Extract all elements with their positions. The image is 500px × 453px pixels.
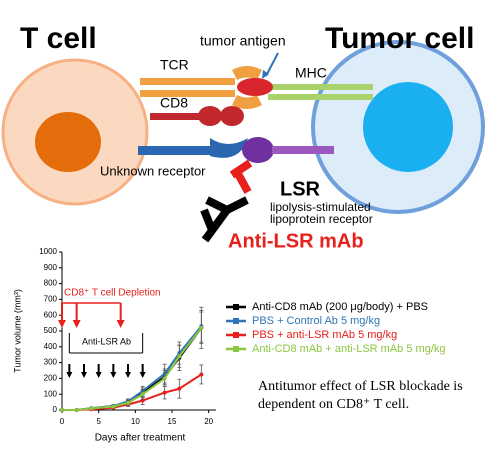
y-tick-label: 600	[44, 310, 58, 319]
data-point	[111, 404, 116, 409]
y-tick-label: 900	[44, 263, 58, 272]
y-tick-label: 0	[53, 405, 58, 414]
label: T cell	[20, 22, 97, 55]
label: lipoprotein receptor	[270, 212, 373, 226]
label: Anti-LSR mAb	[228, 230, 364, 252]
label: Tumor cell	[325, 22, 474, 55]
arrowhead	[116, 320, 125, 328]
data-point	[177, 386, 182, 391]
x-tick-label: 5	[96, 417, 101, 426]
lsr-stalk	[272, 146, 334, 154]
data-point	[199, 325, 204, 330]
legend-marker	[233, 304, 239, 310]
lsr-head	[242, 137, 274, 163]
x-tick-label: 10	[131, 417, 140, 426]
unknown-receptor	[138, 146, 213, 155]
arrow	[265, 52, 279, 77]
data-point	[74, 408, 79, 412]
legend-label: PBS + Control Ab 5 mg/kg	[252, 315, 380, 327]
label: tumor antigen	[200, 33, 286, 49]
arrowhead	[125, 372, 131, 378]
legend-marker	[233, 318, 239, 324]
data-point	[162, 376, 167, 381]
data-point	[162, 390, 167, 395]
tcr-chain	[140, 78, 235, 85]
label: Unknown receptor	[100, 163, 206, 178]
y-tick-label: 800	[44, 279, 58, 288]
inhibition-mark	[229, 159, 253, 194]
y-tick-label: 200	[44, 374, 58, 383]
y-tick-label: 500	[44, 326, 58, 335]
t-cell-nucleus	[35, 112, 101, 172]
arrowhead	[72, 320, 81, 328]
caption: Antitumor effect of LSR blockade is depe…	[258, 379, 463, 412]
label: TCR	[160, 57, 189, 73]
y-tick-label: 700	[44, 295, 58, 304]
data-point	[199, 372, 204, 377]
annotation: Anti-LSR Ab	[82, 336, 131, 346]
x-axis-label: Days after treatment	[95, 433, 186, 444]
label: MHC	[295, 65, 327, 81]
data-point	[140, 398, 145, 403]
data-point	[177, 354, 182, 359]
y-tick-label: 400	[44, 342, 58, 351]
y-tick-label: 100	[44, 389, 58, 398]
series-line	[62, 373, 202, 411]
data-point	[140, 392, 145, 397]
label: LSR	[280, 178, 321, 200]
tcr-chain	[140, 90, 235, 97]
tcr-head	[232, 66, 262, 109]
unknown-receptor-head	[210, 138, 248, 158]
annotation: CD8⁺ T cell Depletion	[64, 288, 161, 299]
legend-label: Anti-CD8 mAb + anti-LSR mAb 5 mg/kg	[252, 343, 446, 355]
legend-marker	[233, 346, 239, 352]
legend-label: Anti-CD8 mAb (200 μg/body) + PBS	[252, 301, 428, 313]
legend-label: PBS + anti-LSR mAb 5 mg/kg	[252, 329, 397, 341]
cd8-domain	[198, 106, 222, 126]
x-tick-label: 15	[168, 417, 177, 426]
arrowhead	[139, 372, 146, 378]
antibody-icon	[200, 196, 249, 243]
label: lipolysis-stimulated	[270, 200, 371, 214]
arrowhead	[66, 372, 73, 378]
tumor-cell-nucleus	[363, 82, 453, 172]
x-tick-label: 20	[204, 417, 213, 426]
arrowhead	[81, 372, 87, 378]
legend-marker	[233, 332, 239, 338]
mhc-chain	[268, 84, 373, 90]
cd8-stalk	[150, 113, 200, 120]
y-axis-label: Tumor volume (mm³)	[12, 289, 22, 373]
tumor-antigen	[237, 78, 273, 96]
x-tick-label: 0	[60, 417, 65, 426]
arrowhead	[110, 372, 117, 378]
arrowhead	[95, 372, 102, 378]
y-tick-label: 1000	[39, 247, 57, 256]
mhc-chain	[268, 94, 373, 100]
cd8-domain	[220, 106, 244, 126]
arrowhead	[58, 320, 66, 328]
data-point	[89, 406, 94, 411]
data-point	[126, 400, 130, 405]
arrowhead	[262, 70, 269, 79]
y-tick-label: 300	[44, 358, 58, 367]
label: CD8	[160, 95, 188, 111]
data-point	[60, 408, 64, 412]
